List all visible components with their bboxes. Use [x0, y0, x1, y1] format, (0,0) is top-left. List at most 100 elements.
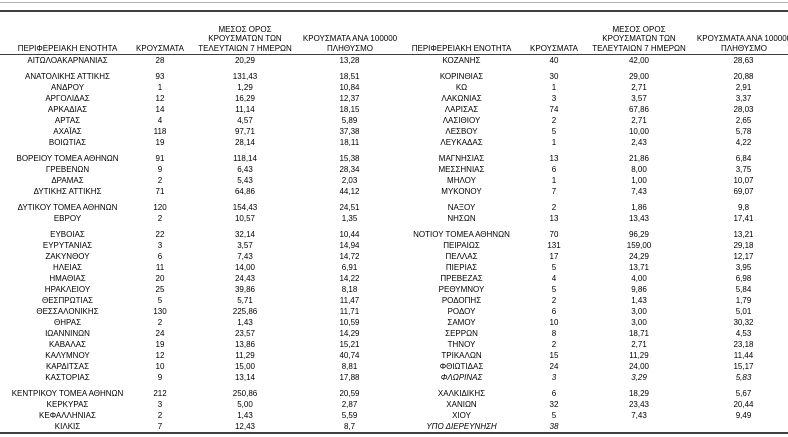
- table-row: ΚΕΡΚΥΡΑΣ 3 5,00 2,87: [0, 399, 394, 410]
- cases-value: 2: [551, 203, 557, 212]
- table-row: ΚΕΝΤΡΙΚΟΥ ΤΟΜΕΑ ΑΘΗΝΩΝ 212 250,86 20,59: [0, 388, 394, 399]
- table-row: ΠΕΛΛΑΣ 17 24,29 12,17: [394, 251, 788, 262]
- cases-value: 5: [157, 296, 163, 305]
- cases-value: 5: [551, 285, 557, 294]
- cases-value: 71: [155, 187, 165, 196]
- avg7-value: 23,43: [628, 400, 650, 409]
- avg7-value: 16,29: [234, 94, 256, 103]
- per100k-value: 10,07: [733, 176, 754, 185]
- cases-value: 1: [551, 138, 557, 147]
- per100k-value: 44,12: [339, 187, 360, 196]
- cases-value: 1: [551, 83, 557, 92]
- per100k-value: 14,94: [339, 241, 360, 250]
- avg7-value: 24,00: [628, 362, 650, 371]
- per100k-value: 28,34: [339, 165, 360, 174]
- avg7-value: 4,00: [631, 274, 647, 283]
- table-row: ΒΟΡΕΙΟΥ ΤΟΜΕΑ ΑΘΗΝΩΝ 91 118,14 15,38: [0, 153, 394, 164]
- regional-units-table-right: ΠΕΡΙΦΕΡΕΙΑΚΗ ΕΝΟΤΗΤΑ ΚΡΟΥΣΜΑΤΑ ΜΕΣΟΣ ΟΡΟ…: [394, 12, 788, 432]
- table-row: ΗΛΕΙΑΣ 11 14,00 6,91: [0, 262, 394, 273]
- table-row: ΚΑΣΤΟΡΙΑΣ 9 13,14 17,88: [0, 372, 394, 383]
- region-name: ΣΑΜΟΥ: [447, 318, 476, 327]
- avg7-value: 13,14: [234, 373, 256, 382]
- table-row: ΑΡΤΑΣ 4 4,57 5,89: [0, 115, 394, 126]
- cases-value: 6: [551, 165, 557, 174]
- per100k-value: 5,89: [341, 116, 358, 125]
- table-row: ΑΡΚΑΔΙΑΣ 14 11,14 18,15: [0, 104, 394, 115]
- per100k-value: 12,37: [339, 94, 360, 103]
- per100k-value: 5,84: [735, 285, 752, 294]
- avg7-value: 42,00: [628, 56, 650, 65]
- cases-value: 130: [153, 307, 167, 316]
- region-name: ΤΡΙΚΑΛΩΝ: [441, 351, 482, 360]
- region-name: ΚΟΡΙΝΘΙΑΣ: [439, 72, 484, 81]
- avg7-value: 7,43: [631, 411, 647, 420]
- table-row: ΚΙΛΚΙΣ 7 12,43 8,7: [0, 421, 394, 432]
- cases-value: 3: [551, 373, 557, 382]
- region-name: ΘΗΡΑΣ: [53, 318, 82, 327]
- region-name: ΧΑΛΚΙΔΙΚΗΣ: [437, 389, 486, 398]
- region-name: ΖΑΚΥΝΘΟΥ: [45, 252, 90, 261]
- header-cases: ΚΡΟΥΣΜΑΤΑ: [529, 44, 579, 54]
- avg7-value: 8,00: [631, 165, 647, 174]
- per100k-value: 12,17: [733, 252, 754, 261]
- per100k-value: 5,78: [735, 127, 752, 136]
- avg7-value: 20,29: [234, 56, 256, 65]
- table-row: ΚΕΦΑΛΛΗΝΙΑΣ 2 1,43 5,59: [0, 410, 394, 421]
- per100k-value: 15,38: [339, 154, 360, 163]
- region-name: ΚΕΝΤΡΙΚΟΥ ΤΟΜΕΑ ΑΘΗΝΩΝ: [11, 389, 124, 398]
- cases-value: 13: [549, 214, 559, 223]
- per100k-value: 1,79: [735, 296, 752, 305]
- cases-value: 91: [155, 154, 165, 163]
- header-per100k: ΚΡΟΥΣΜΑΤΑ ΑΝΑ 100000 ΠΛΗΘΥΣΜΟ: [303, 34, 397, 53]
- header-avg7-label: ΜΕΣΟΣ ΟΡΟΣ ΚΡΟΥΣΜΑΤΩΝ ΤΩΝ ΤΕΛΕΥΤΑΙΩΝ 7 Η…: [198, 24, 292, 53]
- per100k-value: 20,44: [733, 400, 754, 409]
- cases-value: 2: [157, 411, 163, 420]
- per100k-value: 40,74: [339, 351, 360, 360]
- cases-value: 25: [155, 285, 165, 294]
- per100k-value: 17,88: [339, 373, 360, 382]
- cases-value: 6: [551, 389, 557, 398]
- table-row: ΕΥΡΥΤΑΝΙΑΣ 3 3,57 14,94: [0, 240, 394, 251]
- table-row: ΗΡΑΚΛΕΙΟΥ 25 39,86 8,18: [0, 284, 394, 295]
- cases-value: 7: [157, 422, 163, 431]
- region-name: ΕΒΡΟΥ: [53, 214, 82, 223]
- region-name: ΑΧΑΪΑΣ: [53, 127, 82, 136]
- header-avg7: ΜΕΣΟΣ ΟΡΟΣ ΚΡΟΥΣΜΑΤΩΝ ΤΩΝ ΤΕΛΕΥΤΑΙΩΝ 7 Η…: [185, 25, 305, 54]
- avg7-value: 3,00: [631, 318, 647, 327]
- cases-value: 3: [157, 400, 163, 409]
- table-row: ΑΝΔΡΟΥ 1 1,29 10,84: [0, 82, 394, 93]
- table-row: ΛΕΣΒΟΥ 5 10,00 5,78: [394, 126, 788, 137]
- table-row: ΔΥΤΙΚΗΣ ΑΤΤΙΚΗΣ 71 64,86 44,12: [0, 186, 394, 197]
- region-name: ΜΕΣΣΗΝΙΑΣ: [438, 165, 485, 174]
- per100k-value: 24,51: [339, 203, 360, 212]
- per100k-value: 11,47: [339, 296, 360, 305]
- table-row: ΠΙΕΡΙΑΣ 5 13,71 3,95: [394, 262, 788, 273]
- table-row: ΡΟΔΟΠΗΣ 2 1,43 1,79: [394, 295, 788, 306]
- region-name: ΦΛΩΡΙΝΑΣ: [440, 373, 483, 382]
- per100k-value: 30,32: [733, 318, 754, 327]
- region-name: ΝΗΣΩΝ: [447, 214, 476, 223]
- avg7-value: 159,00: [626, 241, 652, 250]
- table-row: ΑΝΑΤΟΛΙΚΗΣ ΑΤΤΙΚΗΣ 93 131,43 18,51: [0, 71, 394, 82]
- region-name: ΚΑΣΤΟΡΙΑΣ: [45, 373, 90, 382]
- table-row: ΧΑΛΚΙΔΙΚΗΣ 6 18,29 5,67: [394, 388, 788, 399]
- avg7-value: 1,29: [237, 83, 253, 92]
- cases-value: 32: [549, 400, 559, 409]
- table-row: ΚΟΡΙΝΘΙΑΣ 30 29,00 20,88: [394, 71, 788, 82]
- header-avg7: ΜΕΣΟΣ ΟΡΟΣ ΚΡΟΥΣΜΑΤΩΝ ΤΩΝ ΤΕΛΕΥΤΑΙΩΝ 7 Η…: [579, 25, 699, 54]
- avg7-value: 2,71: [631, 116, 647, 125]
- avg7-value: 2,43: [631, 138, 647, 147]
- per100k-value: 23,18: [733, 340, 754, 349]
- avg7-value: 11,29: [235, 351, 255, 360]
- region-name: ΚΑΒΑΛΑΣ: [49, 340, 86, 349]
- cases-value: 5: [551, 263, 557, 272]
- avg7-value: 1,86: [631, 203, 647, 212]
- cases-value: 1: [551, 176, 557, 185]
- cases-value: 4: [157, 116, 163, 125]
- per100k-value: 9,49: [735, 411, 752, 420]
- cases-value: 2: [157, 176, 163, 185]
- region-name: ΛΑΚΩΝΙΑΣ: [441, 94, 482, 103]
- cases-value: 2: [157, 214, 163, 223]
- avg7-value: 3,57: [631, 94, 647, 103]
- avg7-value: 23,57: [234, 329, 256, 338]
